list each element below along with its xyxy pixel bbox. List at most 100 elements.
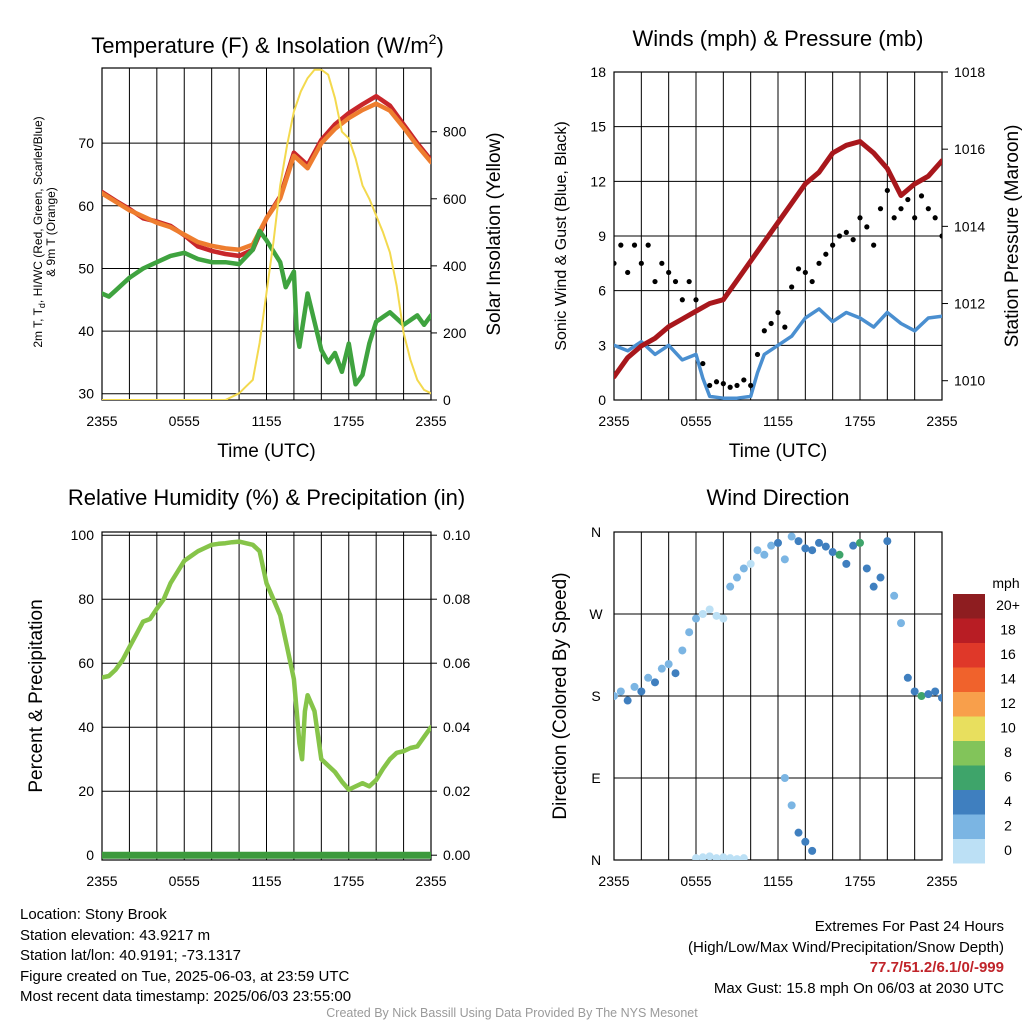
direction-point [780, 555, 789, 564]
colorbar-swatch [953, 618, 985, 643]
direction-point [733, 573, 741, 582]
gust-point [795, 266, 802, 272]
y-tick-label: 70 [78, 135, 94, 151]
gust-point [830, 242, 836, 248]
y-label-rest: , HI/WC (Red, Green, Scarlet/Blue) [31, 116, 45, 303]
gust-point [748, 382, 754, 389]
direction-point [644, 673, 653, 682]
direction-point [774, 538, 782, 547]
y-tick-label: 3 [598, 337, 606, 353]
gust-point [713, 379, 720, 385]
series-line-sonic-wind [614, 307, 942, 400]
station-info: Location: Stony Brook Station elevation:… [20, 905, 351, 1008]
gust-point [932, 215, 938, 221]
gust-point [809, 278, 815, 285]
figure: Temperature (F) & Insolation (W/m2)30405… [26, 26, 1023, 889]
gust-point [734, 382, 740, 389]
y-tick-label: 40 [78, 323, 94, 339]
direction-point [801, 544, 810, 553]
direction-point [637, 687, 646, 696]
direction-point [692, 854, 700, 860]
y-right-tick-label: 0 [443, 392, 451, 408]
gust-point [782, 324, 788, 330]
y-right-tick-label: 0.06 [443, 655, 470, 671]
series-group [614, 532, 942, 860]
y-tick-label: 9 [598, 228, 606, 244]
direction-point [746, 559, 755, 568]
gust-point [816, 260, 822, 266]
colorbar-swatch [953, 741, 985, 766]
series-line-solar-insolation [102, 68, 431, 400]
y-right-tick-label: 1012 [954, 296, 985, 312]
chart-title: Relative Humidity (%) & Precipitation (i… [68, 485, 465, 510]
gust-point [877, 206, 884, 212]
direction-point [726, 582, 735, 591]
gust-point [700, 360, 706, 367]
extremes-panel: Extremes For Past 24 Hours (High/Low/Max… [688, 917, 1004, 999]
direction-point [705, 605, 714, 614]
gust-point [925, 206, 931, 212]
x-tick-label: 2355 [598, 873, 629, 889]
direction-point [685, 628, 694, 637]
y-right-tick-label: 0.10 [443, 527, 470, 543]
gust-point [871, 242, 877, 248]
direction-point [869, 582, 878, 591]
gust-point [761, 328, 767, 334]
gust-point [625, 269, 631, 276]
direction-point [801, 837, 810, 846]
elevation-text: Station elevation: 43.9217 m [20, 926, 211, 944]
chart-rh: Relative Humidity (%) & Precipitation (i… [26, 485, 470, 889]
direction-point [835, 550, 844, 559]
direction-point [897, 619, 905, 628]
y-tick-label: W [589, 606, 603, 622]
direction-point [808, 846, 817, 855]
chart-temp: Temperature (F) & Insolation (W/m2) 30 40 5… [31, 31, 505, 462]
direction-point [780, 774, 789, 782]
colorbar-label: 0 [1004, 842, 1012, 858]
x-tick-label: 2355 [86, 873, 117, 889]
gust-point [918, 193, 925, 199]
gust-point [905, 196, 911, 203]
gust-point [686, 278, 692, 285]
series-group [614, 139, 942, 400]
direction-point [924, 690, 933, 699]
y-axis-label-line2: & 9m T (Orange) [44, 187, 58, 277]
direction-point [815, 538, 823, 547]
x-tick-label: 2355 [415, 873, 446, 889]
gust-point [898, 206, 904, 212]
colorbar-label: 16 [1000, 646, 1016, 662]
x-tick-label: 1755 [333, 413, 364, 429]
gust-point [679, 297, 685, 303]
direction-point [726, 854, 735, 860]
y-right-axis-label: Station Pressure (Maroon) [1002, 125, 1023, 348]
y-tick-label: E [591, 770, 600, 786]
direction-point [938, 693, 942, 702]
x-tick-label: 0555 [680, 413, 711, 429]
direction-point [767, 541, 776, 550]
gust-point [891, 215, 897, 221]
credit-text: Created By Nick Bassill Using Data Provi… [326, 1006, 698, 1020]
x-tick-label: 1755 [333, 873, 364, 889]
direction-point [821, 542, 830, 551]
latlon-text: Station lat/lon: 40.9191; -73.1317 [20, 947, 242, 964]
colorbar-swatch [953, 667, 985, 692]
direction-point [623, 696, 632, 705]
x-tick-label: 2355 [926, 873, 957, 889]
y-right-tick-label: 600 [443, 191, 467, 207]
gust-point [754, 351, 761, 358]
y-tick-label: 30 [78, 386, 94, 402]
direction-point [664, 660, 673, 669]
colorbar-label: 8 [1004, 744, 1012, 760]
y-tick-label: 0 [86, 847, 94, 863]
direction-point [828, 548, 837, 557]
max-gust-text: Max Gust: 15.8 mph On 06/03 at 2030 UTC [713, 979, 1004, 997]
direction-point [862, 564, 871, 573]
gust-point [720, 381, 726, 387]
x-tick-label: 1155 [251, 413, 281, 429]
gust-point [693, 297, 699, 303]
direction-point [760, 550, 769, 559]
direction-point [794, 537, 803, 546]
created-text: Figure created on Tue, 2025-06-03, at 23… [20, 967, 350, 985]
chart-title: Winds (mph) & Pressure (mb) [633, 26, 924, 51]
direction-point [931, 687, 940, 696]
